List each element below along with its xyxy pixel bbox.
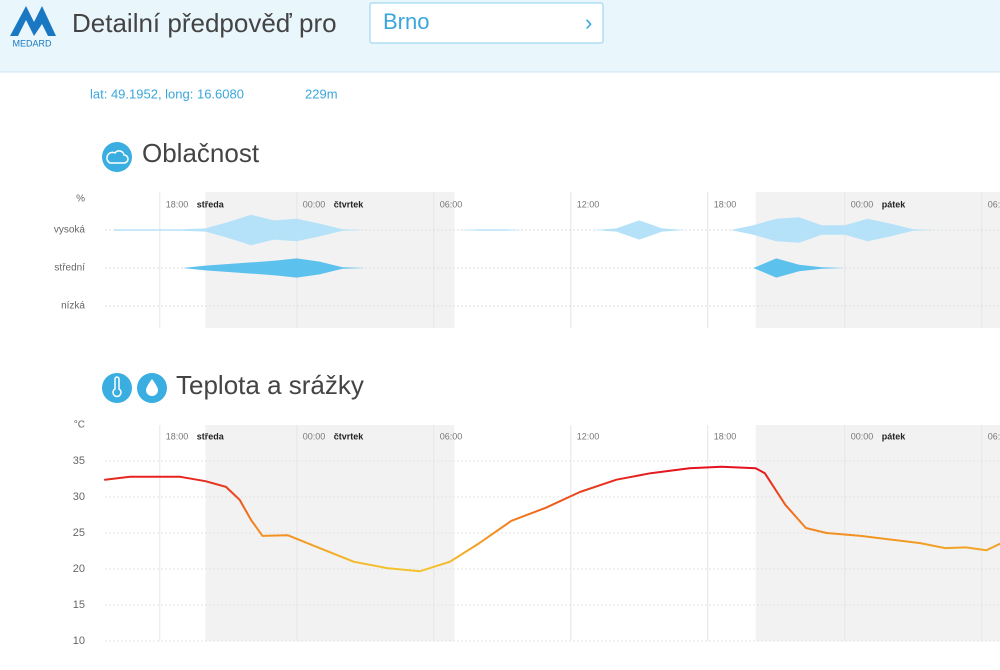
day-label: středa — [197, 199, 225, 209]
location-input[interactable]: Brno › — [369, 2, 604, 44]
icon-glyph — [146, 379, 158, 396]
x-tick-label: 00:00 — [303, 431, 326, 441]
temperature-line — [104, 465, 1000, 573]
row-label: střední — [54, 263, 85, 274]
altitude: 229m — [305, 86, 338, 101]
x-tick-label: 18:00 — [166, 199, 189, 209]
x-tick-label: 06:00 — [440, 431, 463, 441]
day-label: středa — [197, 431, 225, 441]
day-label: čtvrtek — [334, 431, 365, 441]
x-tick-label: 00:00 — [851, 431, 874, 441]
y-tick-label: 10 — [73, 635, 85, 647]
section-title: Oblačnost — [142, 138, 260, 168]
logo-mark — [10, 6, 56, 36]
x-tick-label: 18:00 — [714, 431, 737, 441]
cloud-band — [114, 214, 982, 246]
cloud-band — [114, 258, 982, 278]
day-label: čtvrtek — [334, 199, 365, 209]
row-label: vysoká — [54, 225, 86, 236]
x-tick-label: 00:00 — [303, 199, 326, 209]
x-tick-label: 06:00 — [440, 199, 463, 209]
icon-circle — [102, 142, 132, 172]
coordinates: lat: 49.1952, long: 16.6080 — [90, 86, 244, 101]
y-tick-label: 30 — [73, 491, 85, 503]
section-title: Teplota a srážky — [176, 370, 364, 400]
y-unit: % — [76, 194, 85, 205]
night-shade — [755, 192, 1000, 328]
y-tick-label: 35 — [73, 455, 85, 467]
x-tick-label: 18:00 — [714, 199, 737, 209]
input-box[interactable] — [369, 2, 604, 44]
x-tick-label: 06:00 — [988, 431, 1000, 441]
y-tick-label: 25 — [73, 527, 85, 539]
icon-circle — [102, 373, 132, 403]
page-title: Detailní předpověď pro — [72, 8, 337, 38]
drop-icon — [137, 373, 167, 403]
cloud-icon — [102, 142, 132, 172]
y-tick-label: 20 — [73, 563, 85, 575]
y-tick-label: 15 — [73, 599, 85, 611]
location-name[interactable]: Brno — [383, 9, 429, 34]
x-tick-label: 12:00 — [577, 199, 600, 209]
x-tick-label: 06:00 — [988, 199, 1000, 209]
logo-text: MEDARD — [12, 38, 52, 48]
day-label: pátek — [882, 431, 907, 441]
x-tick-label: 12:00 — [577, 431, 600, 441]
thermo-icon — [102, 373, 132, 403]
chevron[interactable]: › — [585, 10, 592, 35]
x-tick-label: 18:00 — [166, 431, 189, 441]
icon-glyph — [106, 150, 129, 164]
logo[interactable]: MEDARD — [10, 6, 56, 48]
row-label: nízká — [61, 301, 85, 312]
day-label: pátek — [882, 199, 907, 209]
night-shade — [205, 192, 455, 328]
y-unit: °C — [74, 420, 85, 431]
x-tick-label: 00:00 — [851, 199, 874, 209]
icon-glyph — [112, 376, 122, 398]
